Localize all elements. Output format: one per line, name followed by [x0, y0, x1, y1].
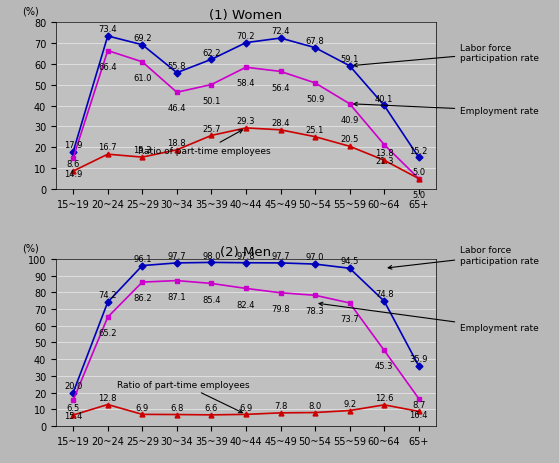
Text: 65.2: 65.2 — [98, 329, 117, 338]
Text: 72.4: 72.4 — [271, 27, 290, 36]
Text: 87.1: 87.1 — [168, 292, 186, 301]
Text: 67.8: 67.8 — [306, 37, 324, 46]
Text: Labor force
participation rate: Labor force participation rate — [354, 44, 539, 68]
Text: 35.9: 35.9 — [410, 355, 428, 363]
Text: 18.8: 18.8 — [168, 139, 186, 148]
Text: 9.2: 9.2 — [343, 399, 356, 408]
Text: 61.0: 61.0 — [133, 74, 151, 83]
Text: 74.8: 74.8 — [375, 290, 394, 299]
Title: (1) Women: (1) Women — [210, 9, 282, 22]
Text: 25.1: 25.1 — [306, 125, 324, 135]
Text: 73.4: 73.4 — [98, 25, 117, 34]
Text: 5.0: 5.0 — [412, 190, 425, 199]
Text: 96.1: 96.1 — [133, 254, 151, 263]
Text: 12.8: 12.8 — [98, 393, 117, 402]
Text: 98.0: 98.0 — [202, 251, 221, 260]
Text: 14.9: 14.9 — [64, 169, 82, 179]
Text: 28.4: 28.4 — [271, 119, 290, 128]
Text: 6.6: 6.6 — [205, 403, 218, 412]
Text: 97.0: 97.0 — [306, 253, 324, 262]
Text: 82.4: 82.4 — [236, 300, 255, 309]
Text: 50.9: 50.9 — [306, 95, 324, 104]
Text: 78.3: 78.3 — [306, 307, 324, 316]
Text: 21.3: 21.3 — [375, 156, 394, 165]
Text: 50.1: 50.1 — [202, 96, 221, 106]
Text: 6.9: 6.9 — [136, 403, 149, 412]
Text: 40.1: 40.1 — [375, 94, 394, 103]
Text: 5.0: 5.0 — [412, 168, 425, 176]
Text: 13.8: 13.8 — [375, 149, 394, 158]
Text: Ratio of part-time employees: Ratio of part-time employees — [117, 380, 250, 413]
Text: 17.9: 17.9 — [64, 141, 82, 150]
Text: 25.7: 25.7 — [202, 125, 221, 133]
Text: 86.2: 86.2 — [133, 294, 151, 302]
Text: Ratio of part-time employees: Ratio of part-time employees — [138, 131, 271, 156]
Text: 97.8: 97.8 — [236, 251, 255, 260]
Text: 62.2: 62.2 — [202, 49, 221, 57]
Text: 94.5: 94.5 — [340, 257, 359, 266]
Text: 69.2: 69.2 — [133, 34, 151, 43]
Text: 12.6: 12.6 — [375, 393, 394, 402]
Text: 8.6: 8.6 — [67, 160, 80, 169]
Text: 73.7: 73.7 — [340, 314, 359, 323]
Text: 74.2: 74.2 — [98, 291, 117, 300]
Text: 97.7: 97.7 — [271, 251, 290, 261]
Text: (%): (%) — [22, 243, 39, 253]
Text: 55.8: 55.8 — [168, 62, 186, 71]
Text: 6.8: 6.8 — [170, 403, 183, 412]
Text: 6.5: 6.5 — [67, 403, 80, 413]
Text: 16.7: 16.7 — [98, 143, 117, 152]
Text: 29.3: 29.3 — [236, 117, 255, 126]
Title: (2) Men: (2) Men — [220, 245, 272, 258]
Text: Employment rate: Employment rate — [319, 302, 539, 333]
Text: Labor force
participation rate: Labor force participation rate — [388, 246, 539, 269]
Text: 40.9: 40.9 — [340, 116, 359, 125]
Text: 15.2: 15.2 — [410, 146, 428, 155]
Text: (%): (%) — [22, 6, 39, 17]
Text: 46.4: 46.4 — [168, 104, 186, 113]
Text: 15.3: 15.3 — [133, 146, 151, 155]
Text: 56.4: 56.4 — [271, 83, 290, 92]
Text: 85.4: 85.4 — [202, 295, 221, 304]
Text: Employment rate: Employment rate — [354, 103, 539, 116]
Text: 59.1: 59.1 — [340, 55, 359, 64]
Text: 7.8: 7.8 — [274, 401, 287, 410]
Text: 20.5: 20.5 — [340, 135, 359, 144]
Text: 97.7: 97.7 — [168, 251, 186, 261]
Text: 16.4: 16.4 — [410, 410, 428, 419]
Text: 8.7: 8.7 — [412, 400, 425, 409]
Text: 66.4: 66.4 — [98, 63, 117, 71]
Text: 45.3: 45.3 — [375, 362, 394, 370]
Text: 8.0: 8.0 — [309, 401, 321, 410]
Text: 58.4: 58.4 — [236, 79, 255, 88]
Text: 6.9: 6.9 — [239, 403, 253, 412]
Text: 70.2: 70.2 — [236, 32, 255, 41]
Text: 79.8: 79.8 — [271, 304, 290, 313]
Text: 15.4: 15.4 — [64, 412, 82, 420]
Text: 20.0: 20.0 — [64, 381, 82, 390]
